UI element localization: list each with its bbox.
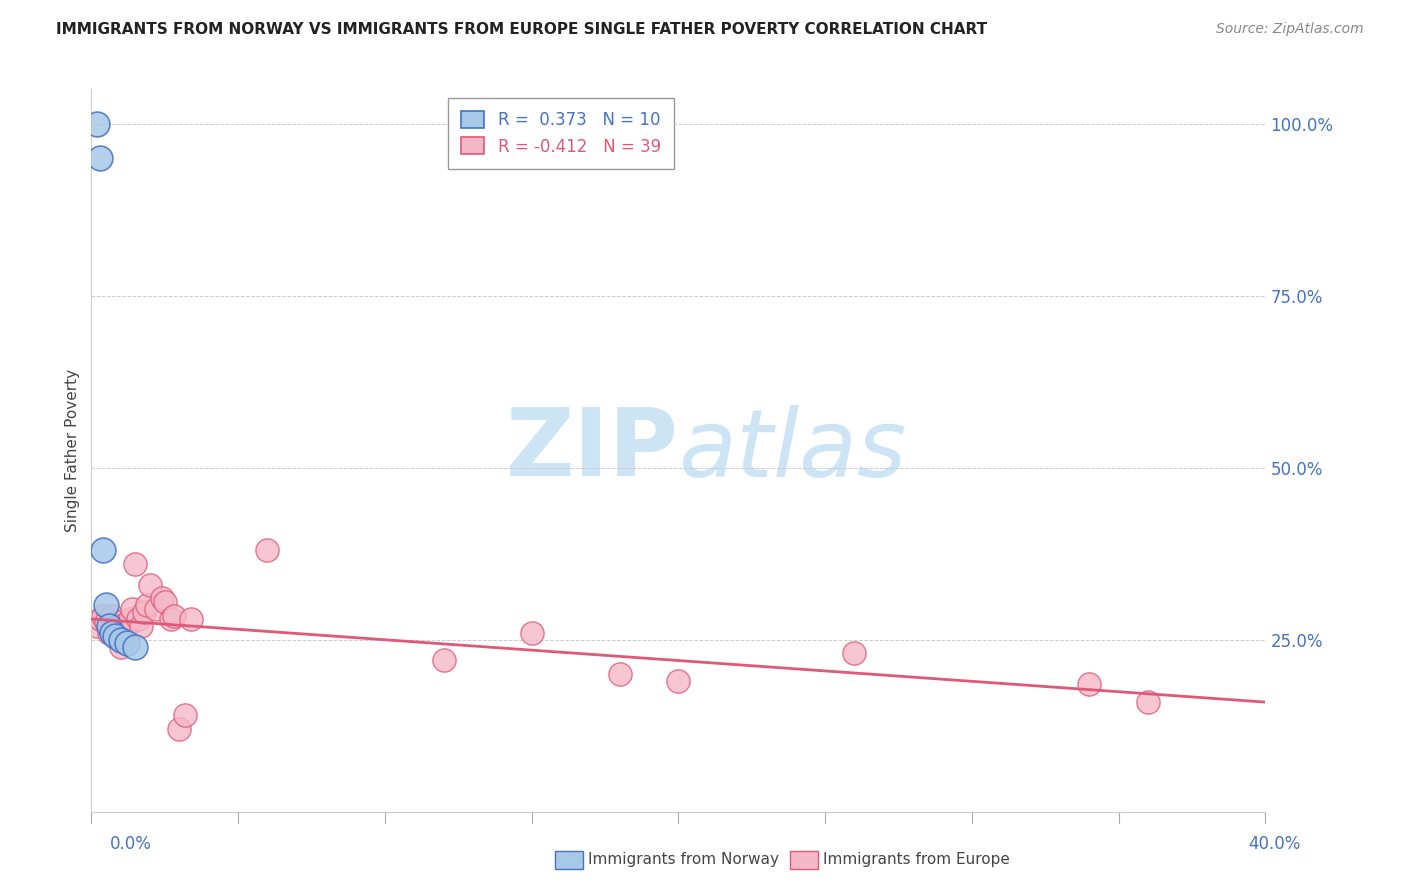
Point <box>91 543 114 558</box>
Point <box>98 619 121 633</box>
Point <box>145 601 167 615</box>
Point <box>115 619 138 633</box>
Point <box>110 632 132 647</box>
Point <box>104 619 127 633</box>
Point <box>115 636 138 650</box>
Point <box>159 612 181 626</box>
Point <box>94 615 117 630</box>
Text: IMMIGRANTS FROM NORWAY VS IMMIGRANTS FROM EUROPE SINGLE FATHER POVERTY CORRELATI: IMMIGRANTS FROM NORWAY VS IMMIGRANTS FRO… <box>56 22 987 37</box>
Text: 0.0%: 0.0% <box>110 835 152 853</box>
Point <box>121 601 143 615</box>
Point <box>136 599 159 613</box>
Legend: R =  0.373   N = 10, R = -0.412   N = 39: R = 0.373 N = 10, R = -0.412 N = 39 <box>447 97 675 169</box>
Point <box>844 647 866 661</box>
Point <box>124 640 146 654</box>
Point <box>127 612 149 626</box>
Y-axis label: Single Father Poverty: Single Father Poverty <box>65 369 80 532</box>
Point <box>104 629 127 643</box>
Point <box>89 612 111 626</box>
Text: Immigrants from Norway: Immigrants from Norway <box>588 853 779 867</box>
Point <box>86 117 108 131</box>
Text: ZIP: ZIP <box>506 404 678 497</box>
Point <box>150 591 173 606</box>
Point <box>256 543 278 558</box>
Point <box>107 615 129 630</box>
Point <box>91 608 114 623</box>
Point <box>89 151 111 165</box>
Point <box>139 577 162 591</box>
Point <box>1136 695 1159 709</box>
Point <box>666 673 689 688</box>
Point <box>162 608 184 623</box>
Point <box>129 619 152 633</box>
Point <box>609 667 631 681</box>
Text: Source: ZipAtlas.com: Source: ZipAtlas.com <box>1216 22 1364 37</box>
Point <box>104 629 127 643</box>
Point <box>520 625 543 640</box>
Point <box>169 722 191 736</box>
Point <box>124 557 146 571</box>
Point <box>134 605 156 619</box>
Point <box>94 599 117 613</box>
Point <box>112 623 135 637</box>
Point <box>1078 677 1101 691</box>
Point <box>101 625 124 640</box>
Point <box>98 625 121 640</box>
Point <box>107 623 129 637</box>
Point <box>432 653 454 667</box>
Point <box>110 619 132 633</box>
Point <box>153 595 176 609</box>
Point <box>180 612 202 626</box>
Text: atlas: atlas <box>678 405 907 496</box>
Text: Immigrants from Europe: Immigrants from Europe <box>823 853 1010 867</box>
Point <box>101 619 124 633</box>
Point <box>174 708 197 723</box>
Text: 40.0%: 40.0% <box>1249 835 1301 853</box>
Point <box>110 640 132 654</box>
Point <box>101 608 124 623</box>
Point <box>86 619 108 633</box>
Point <box>118 612 141 626</box>
